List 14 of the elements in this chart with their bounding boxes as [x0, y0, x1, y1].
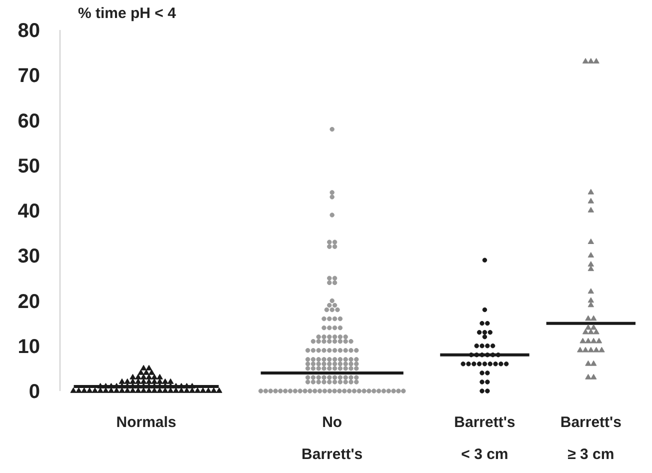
x-tick-label: Barrett's < 3 cm [454, 414, 516, 463]
y-tick-label: 50 [18, 155, 40, 178]
x-tick-label: Barrett's ≥ 3 cm [560, 414, 622, 463]
x-tick-label: Normals [116, 414, 176, 431]
y-tick-label: 30 [18, 246, 40, 268]
y-tick-label: 20 [18, 290, 40, 313]
y-tick-label: 0 [28, 381, 40, 403]
x-tick-label: No Barrett's [302, 414, 363, 463]
y-axis-title: % time pH < 4 [78, 5, 177, 22]
y-tick-label: 10 [18, 336, 40, 358]
y-tick-label: 70 [18, 65, 40, 88]
y-tick-label: 60 [18, 110, 40, 132]
y-tick-label: 40 [18, 200, 40, 222]
y-tick-label: 80 [18, 20, 40, 42]
